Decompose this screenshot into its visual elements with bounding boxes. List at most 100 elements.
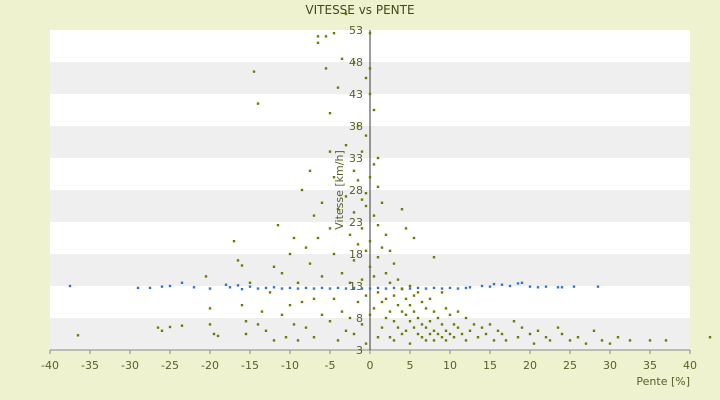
measured-point [344,144,348,147]
measured-point [388,310,392,313]
measured-point [340,272,344,275]
measured-point [300,188,304,192]
mean-point [236,284,240,287]
measured-point [316,236,320,240]
measured-point [280,272,284,275]
measured-point [388,336,392,339]
measured-point [256,102,260,105]
measured-point [384,316,388,320]
mean-point [136,286,140,290]
measured-point [348,316,352,320]
mean-point [192,286,196,289]
measured-point [376,185,380,188]
x-tick-label: 35 [643,359,657,372]
measured-point [356,124,360,128]
measured-point [488,323,492,326]
mean-point [516,282,520,285]
measured-point [304,246,308,249]
measured-point [392,294,396,297]
measured-point [424,326,428,329]
measured-point [308,262,312,265]
measured-point [412,326,416,329]
measured-point [384,233,388,236]
mean-point [344,287,348,290]
measured-point [512,320,516,323]
mean-point [256,287,260,290]
measured-point [356,243,360,246]
measured-point [376,336,380,339]
x-tick-labels: -40 -35 -30 -25 -20 -15 -10 -5 0 5 10 15 20 25 30 35 40 [41,359,697,372]
mean-point [148,286,152,290]
measured-point [500,332,504,336]
measured-point [352,332,356,336]
measured-point [332,252,336,256]
measured-point [204,275,208,278]
measured-point [252,70,256,73]
measured-point [408,304,412,307]
measured-point [536,329,540,332]
measured-point [328,227,332,230]
measured-point [352,259,356,262]
mean-point [456,287,460,290]
mean-point [208,287,212,290]
mean-point [160,285,164,288]
y-tick-label: 43 [349,88,363,101]
mean-point [488,285,492,288]
x-tick-label: -10 [281,359,299,372]
measured-point [416,291,420,294]
measured-point [464,339,468,342]
measured-point [344,329,348,332]
measured-point [520,326,524,329]
mean-point [508,284,512,288]
x-tick-label: 25 [563,359,577,372]
measured-point [428,297,432,300]
measured-point [420,300,424,304]
measured-point [360,278,364,281]
measured-point [296,339,300,342]
mean-point [544,285,548,288]
mean-point [320,286,324,290]
measured-point [456,326,460,329]
measured-point [468,329,472,332]
measured-point [408,284,412,288]
measured-point [208,323,212,326]
measured-point [412,236,416,240]
measured-point [440,323,444,326]
measured-point [452,336,456,339]
measured-point [616,336,620,339]
y-axis-label: Vitesse [km/h] [333,150,346,230]
mean-point [556,286,560,289]
measured-point [404,227,408,230]
measured-point [388,249,392,252]
measured-point [472,323,476,326]
measured-point [360,227,364,230]
measured-point [300,300,304,304]
measured-point [272,339,276,342]
measured-point [372,307,376,310]
measured-point [256,323,260,326]
mean-point [500,283,504,286]
y-tick-label: 18 [349,248,363,261]
measured-point [328,320,332,323]
measured-point [344,12,348,16]
measured-point [436,332,440,336]
measured-point [420,336,424,339]
measured-point [424,339,428,342]
measured-point [368,176,372,179]
y-tick-label: 33 [349,152,363,165]
measured-point [412,294,416,297]
measured-point [424,307,428,310]
measured-point [408,320,412,323]
measured-point [244,320,248,323]
x-tick-label: 20 [523,359,537,372]
measured-point [408,342,412,345]
measured-point [372,108,376,112]
measured-point [292,323,296,326]
measured-point [384,272,388,275]
measured-point [516,336,520,339]
mean-point [572,285,576,288]
mean-point [440,287,444,290]
measured-point [244,332,248,336]
measured-point [428,332,432,336]
